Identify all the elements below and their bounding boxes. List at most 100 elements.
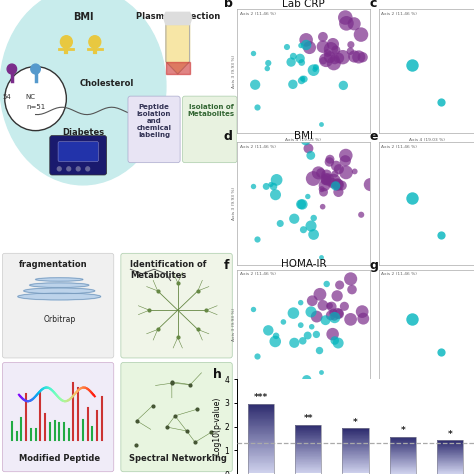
Text: Spectral Networking: Spectral Networking <box>129 454 227 463</box>
Point <box>329 330 337 338</box>
Point <box>310 214 318 222</box>
Point <box>291 215 298 222</box>
Point <box>299 337 307 345</box>
Point <box>316 347 323 355</box>
Point <box>322 175 330 182</box>
Text: Axis 4 (19.03 %): Axis 4 (19.03 %) <box>285 270 321 274</box>
Bar <box>437 440 463 474</box>
Text: *: * <box>448 430 453 439</box>
Point <box>328 179 336 186</box>
Point <box>313 313 320 320</box>
Point <box>307 152 315 159</box>
Point <box>249 305 257 313</box>
Point <box>302 137 310 144</box>
Text: d: d <box>224 130 233 143</box>
Point <box>280 318 287 326</box>
Point <box>249 50 257 57</box>
FancyBboxPatch shape <box>182 96 237 163</box>
Point <box>253 103 261 110</box>
Point <box>264 327 272 334</box>
Point <box>329 40 337 48</box>
Point <box>332 46 340 54</box>
Text: h: h <box>213 368 222 381</box>
Point <box>339 82 347 89</box>
Point <box>296 55 304 62</box>
Point <box>270 183 277 191</box>
Text: *: * <box>353 418 358 427</box>
Point <box>324 49 331 57</box>
Ellipse shape <box>36 278 83 281</box>
Text: Identification of
Metabolites: Identification of Metabolites <box>130 260 207 280</box>
Point <box>338 182 346 189</box>
Point <box>348 286 356 293</box>
Point <box>335 310 343 318</box>
Point <box>333 292 341 300</box>
Text: BMI: BMI <box>73 12 93 22</box>
Bar <box>295 425 321 474</box>
Point <box>264 65 271 73</box>
Point <box>318 185 326 193</box>
Point <box>330 60 337 67</box>
Text: NC: NC <box>26 94 36 100</box>
Point <box>437 231 445 238</box>
Circle shape <box>67 167 71 171</box>
Point <box>336 281 344 289</box>
Text: Axis 2 (11.46 %): Axis 2 (11.46 %) <box>381 273 417 276</box>
Point <box>317 169 325 177</box>
Point <box>332 162 340 170</box>
Point <box>305 145 312 152</box>
Point <box>322 176 329 184</box>
Point <box>273 176 281 184</box>
Point <box>357 211 365 219</box>
Point <box>319 43 327 50</box>
Point <box>342 169 350 176</box>
Point <box>347 41 355 48</box>
Text: Axis 2 (11.46 %): Axis 2 (11.46 %) <box>240 145 275 149</box>
Point <box>319 203 327 210</box>
Point <box>283 43 291 51</box>
Polygon shape <box>166 25 190 74</box>
Text: *: * <box>401 426 405 435</box>
Point <box>331 170 339 178</box>
FancyBboxPatch shape <box>2 363 114 472</box>
Y-axis label: -Log10(p-value): -Log10(p-value) <box>213 396 222 457</box>
Title: BMI: BMI <box>294 131 313 141</box>
Circle shape <box>57 167 61 171</box>
Point <box>346 47 354 55</box>
Point <box>331 55 338 63</box>
Ellipse shape <box>18 293 101 300</box>
Text: f: f <box>224 259 229 272</box>
Circle shape <box>5 66 66 131</box>
Point <box>335 188 342 196</box>
Point <box>335 165 343 173</box>
Point <box>263 182 270 190</box>
Point <box>251 81 259 89</box>
FancyBboxPatch shape <box>128 96 180 163</box>
Point <box>312 331 320 338</box>
Point <box>334 181 342 189</box>
Point <box>332 182 339 190</box>
Text: fragmentation: fragmentation <box>19 260 88 269</box>
Point <box>290 310 297 317</box>
Point <box>299 74 306 82</box>
Point <box>323 171 330 179</box>
Point <box>298 59 305 66</box>
FancyBboxPatch shape <box>121 253 232 358</box>
Bar <box>247 403 274 474</box>
Text: Axis 4 (19.03 %): Axis 4 (19.03 %) <box>285 137 321 142</box>
Title: HOMA-IR: HOMA-IR <box>281 259 326 269</box>
Text: Axis 4 (19.03 %): Axis 4 (19.03 %) <box>409 383 445 388</box>
Polygon shape <box>166 62 190 74</box>
Point <box>322 56 330 64</box>
Text: Orbitrap: Orbitrap <box>43 315 75 324</box>
Point <box>357 31 365 38</box>
Point <box>409 61 416 69</box>
Point <box>272 337 279 345</box>
Point <box>298 77 305 84</box>
Point <box>310 231 318 238</box>
Point <box>272 332 280 340</box>
Ellipse shape <box>0 0 166 185</box>
Point <box>331 313 338 320</box>
Circle shape <box>7 64 17 74</box>
Text: Axis 2 (11.46 %): Axis 2 (11.46 %) <box>240 12 275 16</box>
